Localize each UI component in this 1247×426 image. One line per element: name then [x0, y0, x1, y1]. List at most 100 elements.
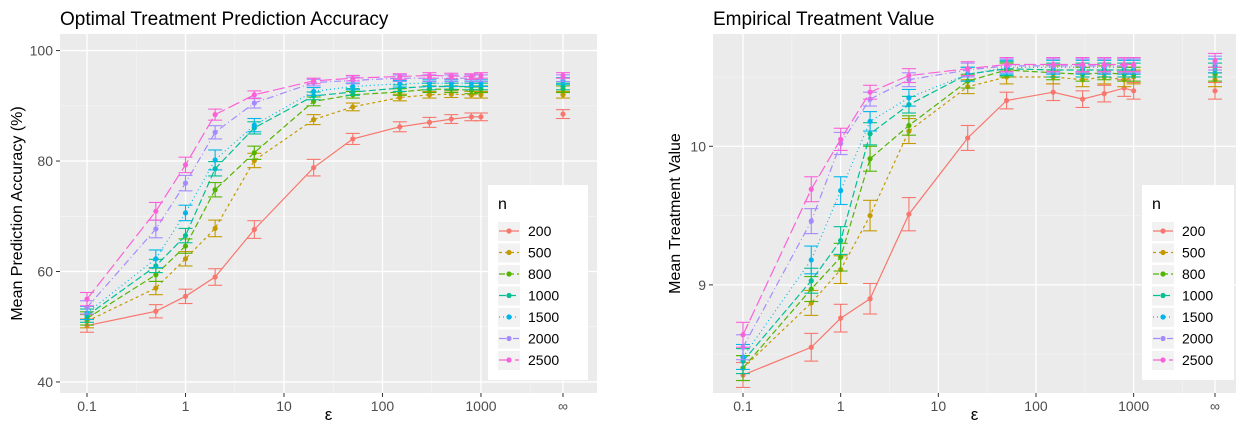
legend-title: n [1152, 196, 1161, 213]
data-point [1101, 61, 1107, 68]
data-point [251, 226, 257, 233]
series-line-200 [742, 87, 1134, 376]
series-line-2000 [742, 65, 1134, 348]
legend-key-point [1160, 292, 1166, 299]
data-point [867, 118, 873, 124]
data-point [1101, 91, 1107, 97]
legend-label: 1000 [528, 288, 559, 304]
data-point [468, 87, 475, 93]
data-point [182, 293, 189, 299]
y-axis-label: Mean Prediction Accuracy (%) [9, 106, 26, 320]
data-point [311, 165, 317, 171]
y-tick-label: 60 [37, 263, 53, 279]
data-point [1212, 88, 1218, 94]
data-point [965, 135, 971, 141]
data-point [1212, 57, 1218, 63]
data-point [1131, 88, 1137, 94]
x-tick-label: 0.1 [77, 398, 97, 414]
chart-panel-2: 9 10 0.1 1 10 100 1000 ∞ Empirical Treatment Val… [667, 9, 1236, 424]
legend: n 200 500 800 1000 1500 2000 2500 [488, 185, 588, 380]
x-tick-label: 100 [371, 398, 395, 414]
data-point [867, 296, 873, 302]
data-point [212, 225, 218, 232]
data-point [251, 122, 257, 128]
data-point [251, 150, 257, 156]
data-point [84, 296, 90, 302]
data-point [838, 254, 844, 260]
data-point [468, 114, 475, 120]
x-tick-label: 0.1 [733, 398, 753, 414]
y-tick-label: 40 [37, 374, 53, 390]
legend-label: 1000 [1182, 288, 1213, 304]
data-point [448, 116, 454, 122]
data-point [182, 180, 189, 186]
data-point [1079, 96, 1086, 102]
data-point [153, 208, 159, 214]
series-200 [736, 79, 1222, 389]
legend-label: 200 [1182, 223, 1206, 239]
legend-title: n [498, 196, 507, 213]
data-point [153, 285, 159, 291]
legend-key-point [506, 357, 512, 363]
data-point [560, 111, 566, 117]
legend-key-point [506, 271, 512, 277]
legend-label: 1500 [1182, 309, 1213, 325]
data-point [965, 66, 971, 72]
series-200 [80, 109, 570, 333]
data-point [906, 95, 912, 101]
data-point [212, 129, 218, 135]
data-point [740, 332, 746, 338]
data-point [182, 256, 189, 262]
x-tick-label: 1 [182, 398, 190, 414]
data-point [153, 226, 159, 232]
data-point [397, 73, 403, 80]
series-line-2500 [86, 74, 482, 300]
data-point [397, 124, 403, 130]
y-tick-label: 9 [698, 277, 706, 293]
data-point [1003, 97, 1010, 104]
series-line-1500 [86, 82, 481, 314]
data-point [838, 237, 844, 244]
x-axis-label: ε [971, 405, 979, 424]
data-point [153, 308, 159, 314]
data-point [311, 117, 317, 123]
data-point [867, 89, 873, 95]
data-point [251, 92, 257, 98]
data-point [426, 92, 433, 98]
y-tick-label: 80 [37, 153, 53, 169]
data-point [397, 81, 403, 87]
data-point [867, 156, 873, 162]
data-point [560, 72, 566, 79]
legend: n 200 500 800 1000 1500 2000 2500 [1142, 185, 1234, 380]
legend-label: 500 [528, 245, 552, 261]
legend-label: 800 [1182, 266, 1206, 282]
x-tick-label: ∞ [558, 398, 568, 414]
legend-key-point [1160, 314, 1166, 320]
data-point [867, 131, 873, 137]
legend-key-point [506, 335, 512, 342]
legend-label: 2000 [528, 331, 559, 347]
data-point [1003, 61, 1010, 68]
x-tick-label: ∞ [1210, 398, 1220, 414]
data-point [560, 83, 566, 90]
series-line-2500 [742, 63, 1134, 336]
data-point [1079, 61, 1086, 68]
data-point [350, 104, 356, 110]
series-2500 [736, 52, 1222, 348]
data-point [1050, 89, 1056, 95]
data-point [350, 136, 356, 142]
legend-key-point [506, 292, 512, 299]
data-point [906, 211, 912, 217]
legend-key-point [1160, 228, 1166, 234]
series-line-200 [86, 116, 481, 327]
data-point [426, 119, 433, 125]
legend-label: 800 [528, 266, 552, 282]
x-axis-label: ε [325, 405, 333, 424]
data-point [212, 157, 218, 163]
x-tick-label: 10 [931, 398, 947, 414]
data-point [808, 278, 814, 284]
data-point [182, 162, 189, 168]
data-point [468, 73, 475, 80]
